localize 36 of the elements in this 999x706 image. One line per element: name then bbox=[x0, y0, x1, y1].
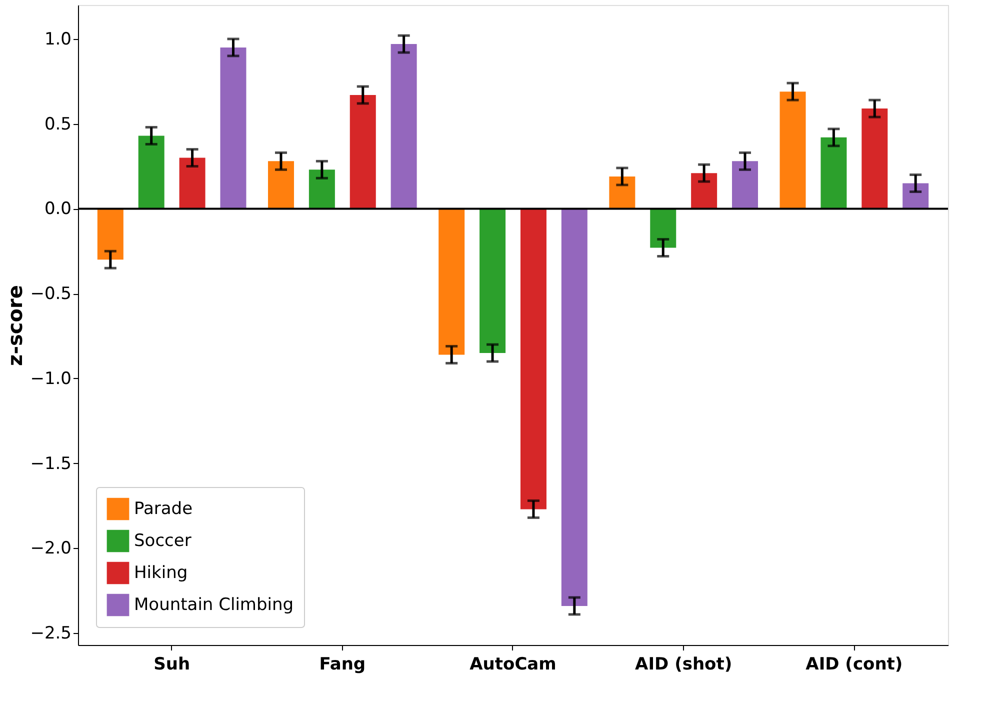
bar bbox=[862, 108, 888, 209]
bar bbox=[138, 136, 164, 209]
bar bbox=[780, 92, 806, 209]
legend-label: Parade bbox=[134, 499, 193, 519]
y-tick-label: −1.5 bbox=[30, 454, 72, 474]
bar bbox=[179, 158, 206, 209]
legend-label: Mountain Climbing bbox=[134, 595, 294, 615]
y-tick-label: −1.0 bbox=[30, 368, 72, 389]
y-axis-title: z-score bbox=[3, 285, 28, 366]
x-tick-label: Suh bbox=[154, 654, 190, 674]
y-tick-label: −2.0 bbox=[30, 538, 72, 559]
x-tick-label: AID (cont) bbox=[806, 654, 903, 674]
y-tick-label: 0.5 bbox=[44, 114, 72, 134]
bar bbox=[308, 170, 335, 209]
bar bbox=[268, 161, 294, 209]
bar bbox=[97, 208, 124, 260]
bar bbox=[350, 94, 376, 209]
bar bbox=[732, 161, 758, 209]
x-tick-label: Fang bbox=[319, 654, 366, 674]
y-tick-label: −2.5 bbox=[30, 624, 72, 644]
y-tick-label: 1.0 bbox=[44, 29, 72, 50]
bar bbox=[691, 173, 718, 209]
bar bbox=[438, 208, 465, 355]
legend-label: Hiking bbox=[134, 563, 188, 583]
x-tick-label: AutoCam bbox=[470, 654, 556, 674]
bar bbox=[820, 137, 847, 209]
bar bbox=[220, 47, 246, 209]
legend-label: Soccer bbox=[134, 531, 192, 551]
bar bbox=[520, 208, 546, 510]
bar bbox=[650, 208, 676, 248]
bar bbox=[561, 208, 588, 606]
x-tick-label: AID (shot) bbox=[635, 654, 732, 674]
y-tick-label: 0.0 bbox=[44, 199, 72, 220]
bar bbox=[480, 208, 506, 354]
bar bbox=[390, 44, 417, 209]
y-tick-label: −0.5 bbox=[30, 284, 72, 304]
